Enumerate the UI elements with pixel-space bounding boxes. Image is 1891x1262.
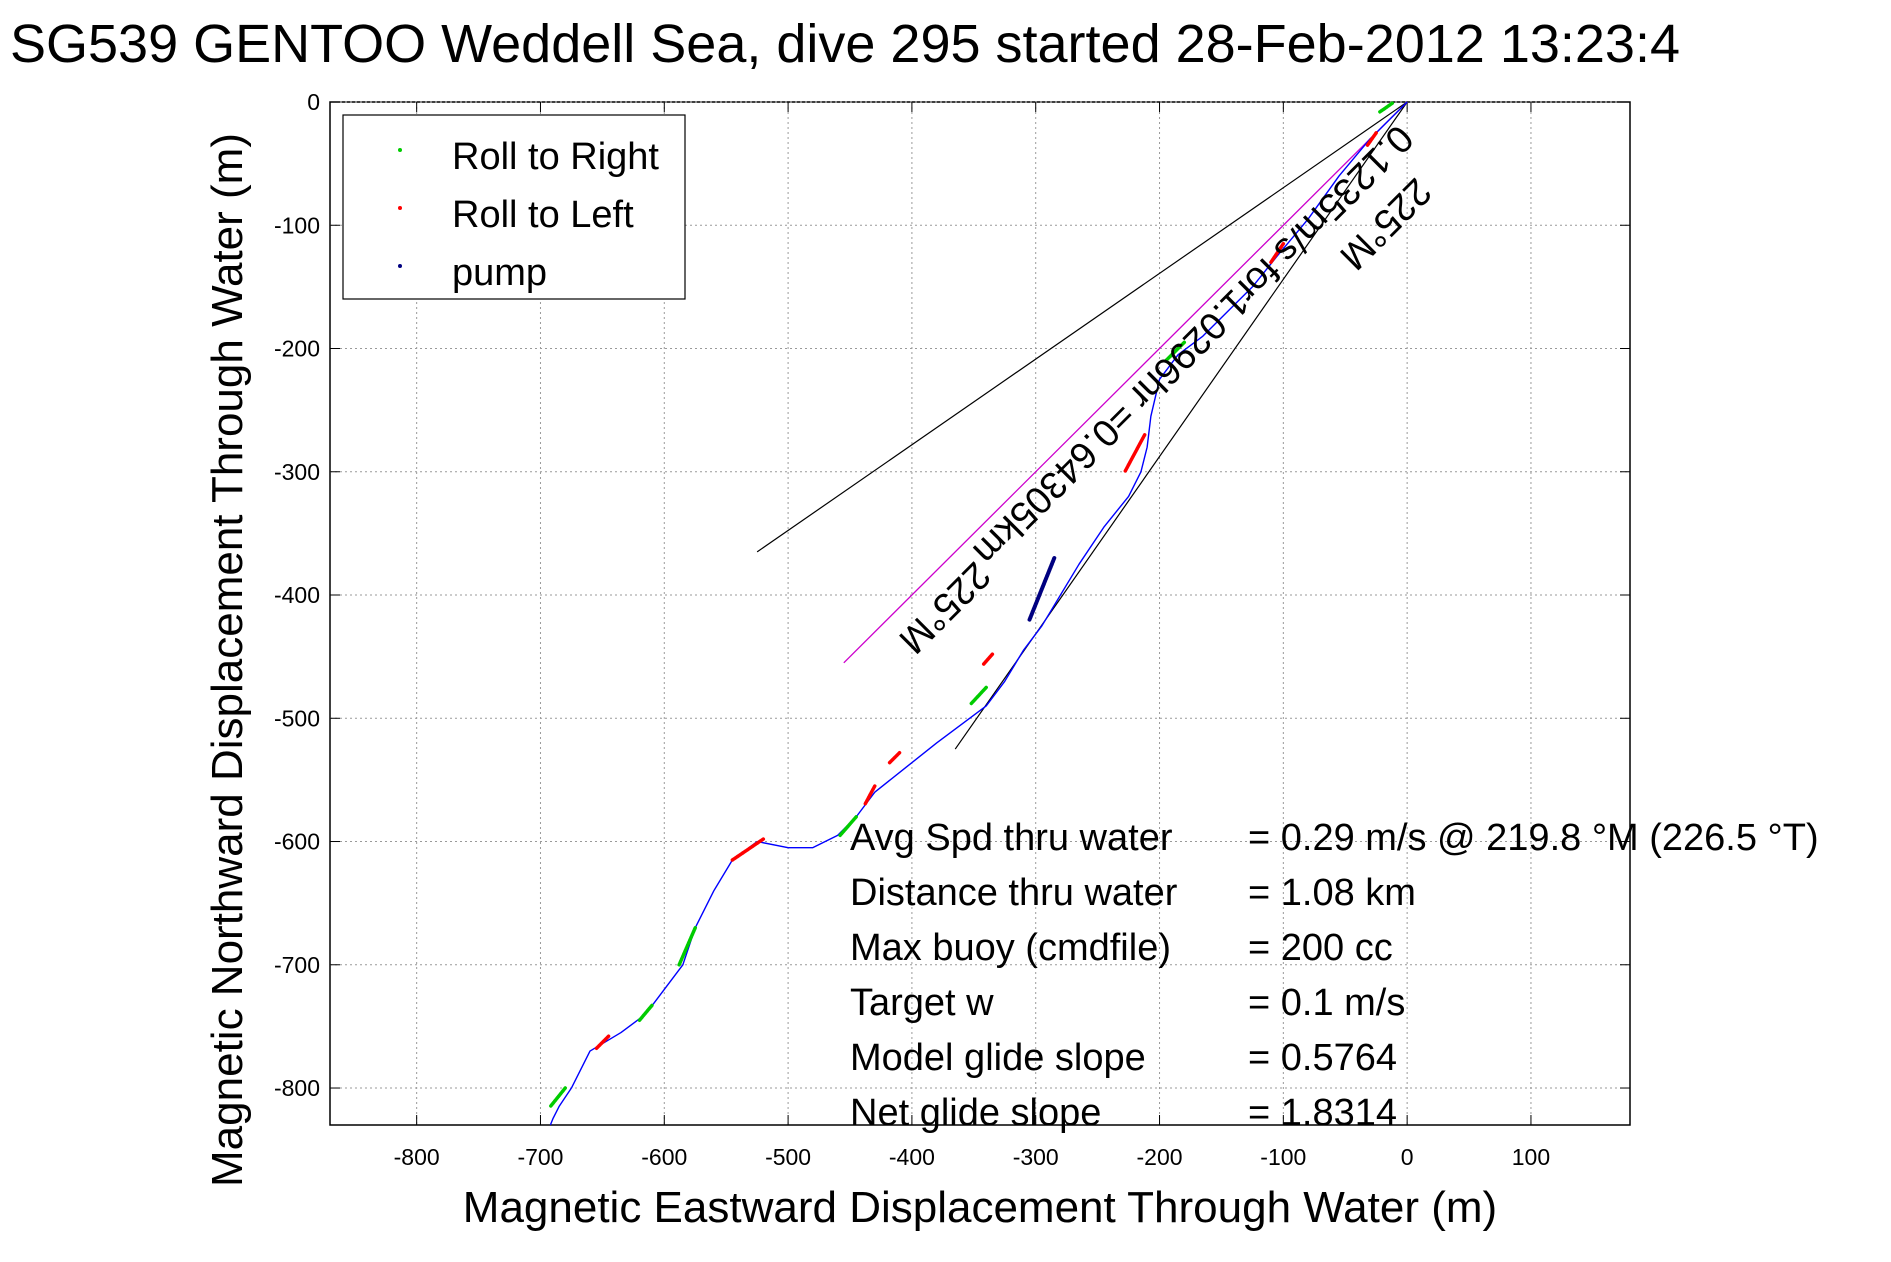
roll-right-marker: [637, 1003, 654, 1022]
cone-line-upper: [756, 101, 1408, 553]
roll-left-marker: [887, 751, 902, 765]
roll-left-marker: [981, 652, 995, 666]
roll-right-marker: [548, 1086, 567, 1109]
y-axis-ticks: 0 -100 -200 -300 -400 -500 -600 -700 -800: [274, 89, 1630, 1101]
stat-value: = 0.5764: [1248, 1037, 1397, 1079]
y-tick-label: -200: [274, 336, 320, 362]
y-tick-label: -100: [274, 212, 320, 238]
roll-left-marker: [1269, 241, 1286, 264]
roll-left-marker: [1365, 131, 1378, 147]
x-tick-label: -400: [889, 1144, 935, 1170]
y-tick-label: -400: [274, 582, 320, 608]
series-layer: [549, 101, 1408, 1126]
stat-label: Model glide slope: [850, 1037, 1146, 1079]
x-axis-ticks: -800 -700 -600 -500 -400 -300 -200 -100 0 100: [394, 102, 1550, 1170]
stat-label: Net glide slope: [850, 1092, 1101, 1134]
pump-marker: [1027, 556, 1057, 622]
legend-label-roll-right: Roll to Right: [452, 136, 659, 178]
stat-value: = 1.8314: [1248, 1092, 1397, 1134]
legend-marker-pump: [398, 264, 402, 268]
y-tick-label: -800: [274, 1075, 320, 1101]
y-tick-label: 0: [307, 89, 320, 115]
x-axis-label: Magnetic Eastward Displacement Through W…: [463, 1183, 1497, 1232]
x-tick-label: -600: [641, 1144, 687, 1170]
x-tick-label: -500: [765, 1144, 811, 1170]
x-tick-label: 0: [1401, 1144, 1414, 1170]
roll-left-marker: [863, 784, 877, 807]
roll-right-marker: [1378, 101, 1395, 114]
stat-value: = 0.1 m/s: [1248, 982, 1405, 1024]
legend-marker-roll-left: [398, 206, 402, 210]
x-tick-label: -300: [1013, 1144, 1059, 1170]
x-tick-label: -700: [517, 1144, 563, 1170]
roll-right-marker: [969, 685, 988, 706]
stat-label: Max buoy (cmdfile): [850, 927, 1171, 969]
marker-layer: [548, 101, 1395, 1109]
roll-left-marker: [594, 1034, 611, 1051]
x-tick-label: -200: [1137, 1144, 1183, 1170]
roll-right-marker: [677, 926, 697, 967]
stat-value: = 0.29 m/s @ 219.8 °M (226.5 °T): [1248, 817, 1819, 859]
y-tick-label: -600: [274, 829, 320, 855]
chart-title: SG539 GENTOO Weddell Sea, dive 295 start…: [10, 14, 1680, 74]
roll-right-marker: [1163, 340, 1187, 363]
y-tick-label: -300: [274, 459, 320, 485]
legend-marker-roll-right: [398, 148, 402, 152]
stat-label: Target w: [850, 982, 994, 1024]
y-axis-label: Magnetic Northward Displacement Through …: [203, 133, 252, 1187]
legend: Roll to Right Roll to Left pump: [342, 114, 686, 300]
dive-track-line: [549, 101, 1408, 1126]
x-tick-label: -100: [1260, 1144, 1306, 1170]
y-tick-label: -700: [274, 952, 320, 978]
legend-label-pump: pump: [452, 252, 547, 294]
x-tick-label: 100: [1512, 1144, 1550, 1170]
roll-left-marker: [1123, 433, 1147, 474]
stat-label: Avg Spd thru water: [850, 817, 1173, 859]
current-vector-line: [843, 101, 1408, 664]
stats-block: Avg Spd thru water = 0.29 m/s @ 219.8 °M …: [850, 817, 1819, 1134]
roll-left-marker: [730, 837, 766, 862]
legend-label-roll-left: Roll to Left: [452, 194, 634, 236]
legend-box: [342, 114, 686, 300]
x-tick-label: -800: [394, 1144, 440, 1170]
stat-value: = 200 cc: [1248, 927, 1393, 969]
stat-label: Distance thru water: [850, 872, 1178, 914]
stat-value: = 1.08 km: [1248, 872, 1416, 914]
y-tick-label: -500: [274, 705, 320, 731]
roll-right-marker: [838, 815, 858, 838]
